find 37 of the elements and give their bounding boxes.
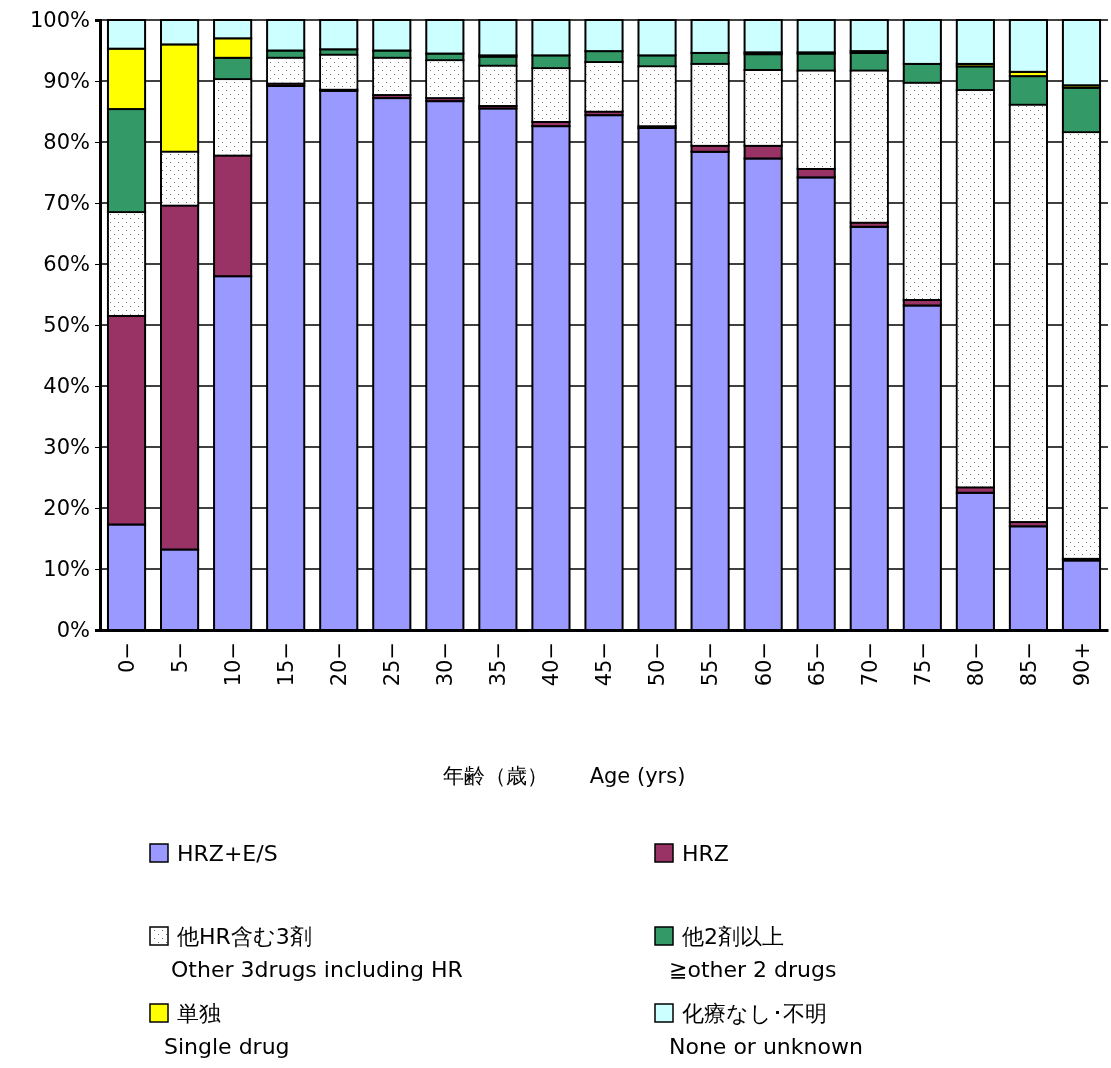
x-tick-label: 80− <box>963 642 988 687</box>
x-tick-label: 90+ <box>1069 642 1094 687</box>
legend-label: 化療なし･不明 None or unknown <box>669 1001 863 1059</box>
x-tick-label: 85− <box>1016 642 1041 687</box>
x-tick-label: 70− <box>857 642 882 687</box>
x-tick-label: 35− <box>486 642 511 687</box>
y-tick-label: 0% <box>56 618 90 643</box>
x-tick-label: 55− <box>698 642 723 687</box>
legend-label: HRZ+E/S <box>177 841 278 866</box>
x-tick-label: 20− <box>327 642 352 687</box>
y-tick-label: 100% <box>29 8 90 33</box>
x-tick-label: 10− <box>220 642 245 687</box>
x-tick-label: 60− <box>751 642 776 687</box>
x-tick-label: 0− <box>114 642 139 673</box>
legend-label: 単独 Single drug <box>164 1001 290 1059</box>
x-tick-label: 30− <box>433 642 458 687</box>
y-tick-label: 80% <box>43 130 90 155</box>
x-tick-label: 15− <box>274 642 299 687</box>
x-axis-title: 年齢（歳） Age (yrs) <box>442 764 686 788</box>
y-tick-label: 20% <box>43 496 90 521</box>
legend-label: HRZ <box>682 841 729 866</box>
legend-label: 他HR含む3剤 Other 3drugs including HR <box>164 924 463 982</box>
y-tick-label: 40% <box>43 374 90 399</box>
y-tick-label: 30% <box>43 435 90 460</box>
y-tick-label: 10% <box>43 557 90 582</box>
x-tick-label: 25− <box>380 642 405 687</box>
x-tick-label: 50− <box>645 642 670 687</box>
x-tick-label: 5− <box>167 642 192 673</box>
y-tick-label: 90% <box>43 69 90 94</box>
y-tick-label: 60% <box>43 252 90 277</box>
legend-label: 他2剤以上 ≧other 2 drugs <box>669 924 837 982</box>
x-tick-label: 40− <box>539 642 564 687</box>
y-tick-label: 50% <box>43 313 90 338</box>
x-tick-label: 65− <box>804 642 829 687</box>
x-tick-label: 75− <box>910 642 935 687</box>
y-tick-label: 70% <box>43 191 90 216</box>
x-tick-label: 45− <box>592 642 617 687</box>
